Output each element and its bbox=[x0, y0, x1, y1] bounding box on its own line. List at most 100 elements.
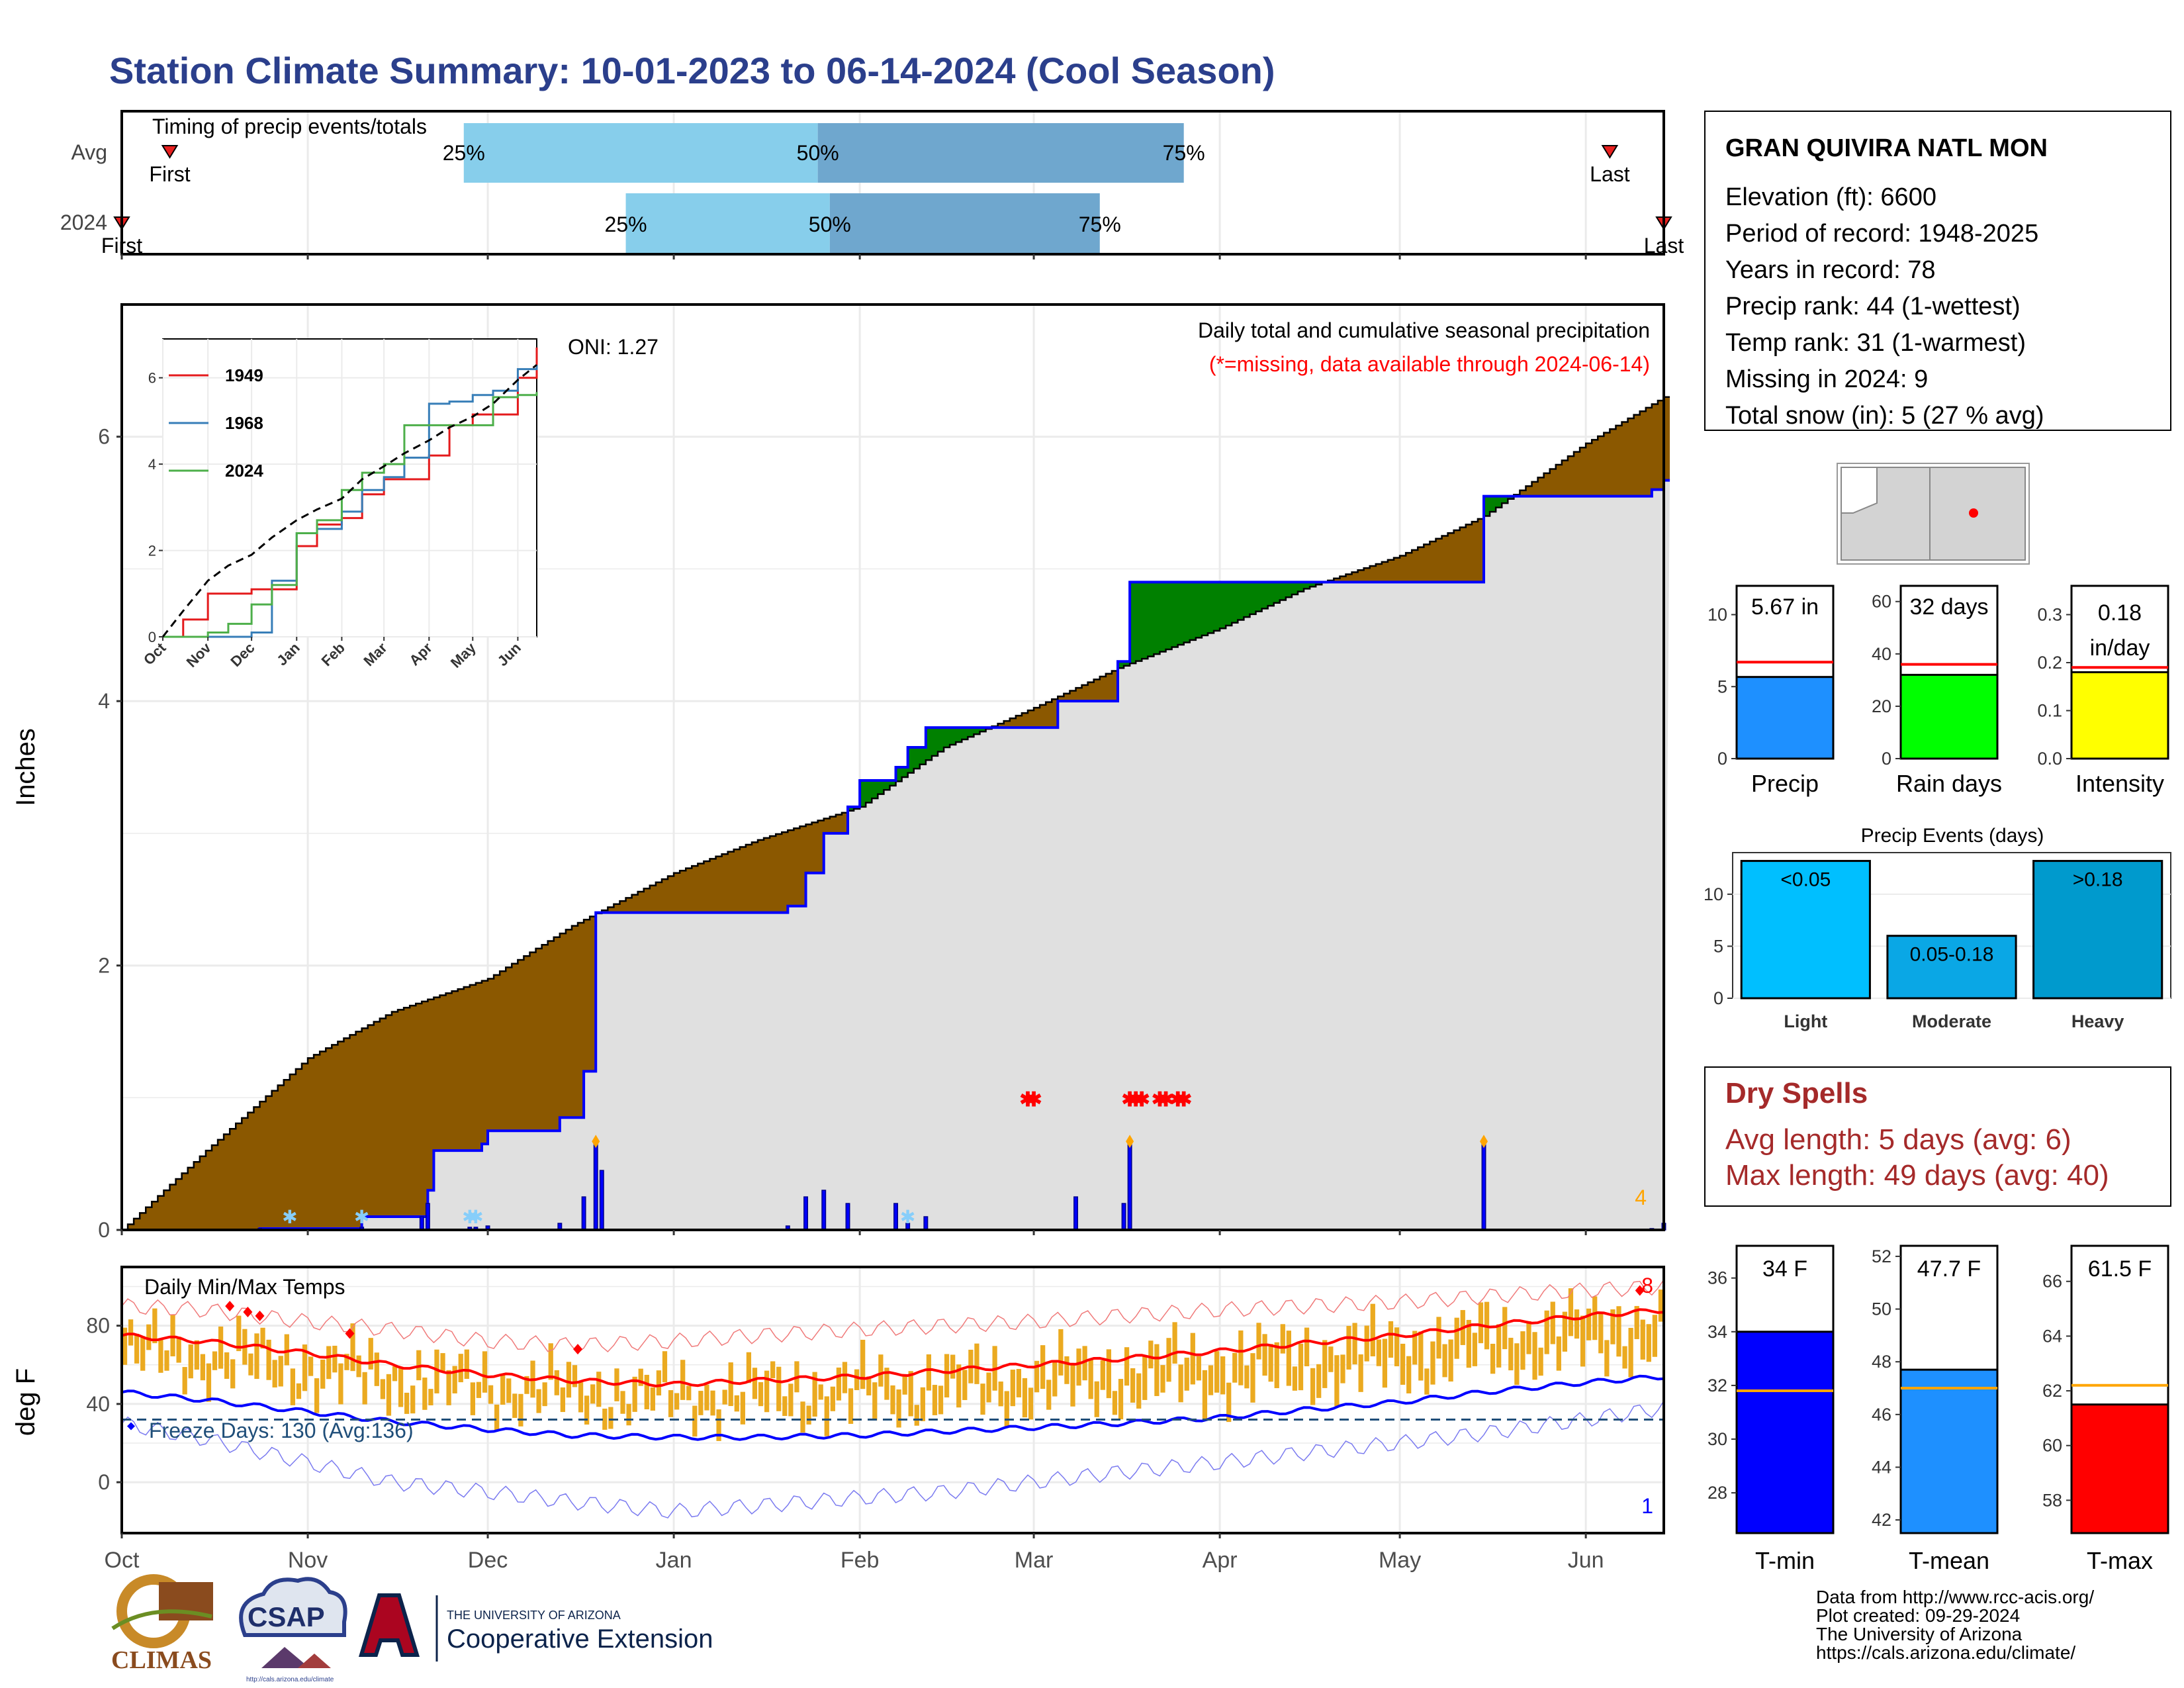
location-map bbox=[1837, 463, 2030, 565]
footer-line-3: The University of Arizona bbox=[1816, 1624, 2023, 1644]
snow-marker: ✱ bbox=[462, 1207, 477, 1227]
temp-summary-value-label: 47.7 F bbox=[1917, 1256, 1981, 1282]
daily-temp-bar bbox=[272, 1360, 277, 1387]
temp-summary-y-tick-label: 28 bbox=[1707, 1483, 1727, 1503]
temp-ylabel: deg F bbox=[11, 1368, 40, 1436]
daily-temp-bar bbox=[392, 1366, 398, 1382]
daily-precip-bar bbox=[821, 1190, 827, 1231]
summary-bar-y-tick-label: 60 bbox=[1872, 592, 1891, 612]
summary-bar-y-tick-label: 20 bbox=[1872, 696, 1891, 716]
temp-summary-y-tick-label: 36 bbox=[1707, 1268, 1727, 1288]
missing-data-marker: ✱ bbox=[1025, 1089, 1042, 1111]
temp-summary-group-t-mean: 42 44 46 48 50 52 47.7 F T-mean bbox=[1872, 1244, 1999, 1574]
daily-temp-bar bbox=[1472, 1333, 1478, 1366]
timing-p75-label: 75% bbox=[1163, 141, 1205, 165]
daily-temp-bar bbox=[1292, 1366, 1298, 1391]
ua-line-1: THE UNIVERSITY OF ARIZONA bbox=[447, 1609, 621, 1622]
timing-first-label: First bbox=[149, 162, 190, 186]
station-info-line: Total snow (in): 5 (27 % avg) bbox=[1725, 402, 2044, 430]
daily-temp-bar bbox=[1430, 1341, 1435, 1385]
avg-min-line bbox=[121, 1374, 1664, 1441]
timing-p25-label: 25% bbox=[605, 212, 647, 236]
daily-temp-bar bbox=[248, 1353, 253, 1376]
precip-y-tick-label: 6 bbox=[98, 425, 110, 449]
daily-temp-bar bbox=[1022, 1378, 1028, 1418]
events-y-tick-label: 10 bbox=[1704, 884, 1723, 904]
temp-count-low: 1 bbox=[1641, 1494, 1653, 1518]
climas-wordmark: CLIMAS bbox=[111, 1646, 212, 1674]
daily-temp-bar bbox=[548, 1343, 553, 1380]
inset-legend-label-1968: 1968 bbox=[225, 413, 263, 433]
daily-temp-bar bbox=[938, 1385, 944, 1415]
daily-temp-bar bbox=[380, 1379, 386, 1399]
timing-bar-upper-2024 bbox=[829, 193, 1100, 253]
daily-precip-bar bbox=[893, 1203, 899, 1231]
daily-temp-bar bbox=[890, 1385, 895, 1415]
missing-data-marker: ✱ bbox=[1128, 1089, 1144, 1111]
daily-temp-bar bbox=[134, 1333, 140, 1364]
summary-bar-y-tick-label: 0 bbox=[1882, 749, 1891, 769]
x-tick-label: Apr bbox=[1203, 1548, 1238, 1573]
record-min-line bbox=[121, 1400, 1664, 1519]
daily-temp-bar bbox=[1568, 1288, 1574, 1336]
daily-precip-bar bbox=[923, 1216, 929, 1231]
daily-temp-bar bbox=[422, 1378, 428, 1410]
temp-summary-value bbox=[2070, 1403, 2169, 1534]
daily-temp-bar bbox=[194, 1340, 199, 1370]
daily-temp-bar bbox=[584, 1395, 590, 1425]
daily-temp-bar bbox=[1142, 1356, 1148, 1400]
daily-temp-bar bbox=[290, 1368, 296, 1405]
daily-temp-bar bbox=[1052, 1362, 1058, 1397]
csap-url: http://cals.arizona.edu/climate bbox=[246, 1676, 334, 1683]
temp-summary-y-tick-label: 30 bbox=[1707, 1429, 1727, 1449]
daily-precip-max-marker bbox=[592, 1135, 600, 1149]
daily-temp-bar bbox=[1328, 1346, 1334, 1372]
daily-temp-bar bbox=[980, 1383, 985, 1415]
daily-temp-bar bbox=[842, 1362, 848, 1393]
station-location-marker bbox=[1969, 508, 1978, 518]
daily-temp-bar bbox=[962, 1370, 968, 1401]
timing-first-marker bbox=[161, 145, 179, 159]
daily-temp-bar bbox=[1550, 1301, 1555, 1344]
daily-temp-bar bbox=[1610, 1309, 1615, 1344]
daily-temp-bar bbox=[1184, 1357, 1189, 1391]
summary-bar-y-tick-label: 0.3 bbox=[2037, 605, 2062, 625]
daily-temp-bar bbox=[926, 1354, 932, 1391]
x-tick-label: Oct bbox=[105, 1548, 140, 1573]
summary-bar-value bbox=[1735, 676, 1835, 760]
daily-temp-bar bbox=[1280, 1324, 1285, 1354]
station-info-line: Period of record: 1948-2025 bbox=[1725, 220, 2038, 248]
precip-subheader: (*=missing, data available through 2024-… bbox=[1209, 352, 1650, 376]
inset-y-tick-label: 4 bbox=[148, 456, 156, 473]
daily-temp-bar bbox=[1382, 1338, 1388, 1388]
ua-line-2: Cooperative Extension bbox=[447, 1624, 713, 1654]
record-max-line bbox=[121, 1279, 1664, 1354]
daily-temp-bar bbox=[188, 1344, 193, 1379]
daily-temp-bar bbox=[1454, 1317, 1459, 1359]
page-title: Station Climate Summary: 10-01-2023 to 0… bbox=[109, 50, 1275, 91]
daily-temp-bar bbox=[278, 1356, 283, 1387]
daily-temp-bar bbox=[146, 1324, 152, 1350]
temp-summary-y-tick-label: 48 bbox=[1872, 1352, 1891, 1372]
dry-spells-avg: Avg length: 5 days (avg: 6) bbox=[1725, 1123, 2071, 1156]
daily-temp-bar bbox=[140, 1336, 146, 1371]
daily-precip-max-marker bbox=[1480, 1135, 1488, 1149]
daily-temp-bar bbox=[872, 1382, 878, 1421]
daily-temp-bar bbox=[1394, 1327, 1400, 1366]
daily-temp-bar bbox=[680, 1360, 686, 1400]
daily-temp-bar bbox=[752, 1368, 758, 1399]
daily-temp-bar bbox=[986, 1372, 991, 1403]
csap-logo: CSAP http://cals.arizona.edu/climate bbox=[239, 1577, 347, 1683]
daily-temp-bar bbox=[536, 1389, 541, 1413]
precip-y-tick-label: 2 bbox=[98, 954, 110, 978]
snow-marker: ✱ bbox=[900, 1207, 915, 1227]
timing-p50-label: 50% bbox=[809, 212, 851, 236]
daily-temp-bar bbox=[1034, 1360, 1040, 1393]
inset-legend-label-2024: 2024 bbox=[225, 461, 263, 481]
summary-bar-group-rain-days: 0 20 40 60 32 days Rain days bbox=[1872, 585, 2002, 797]
missing-data-marker: ✱ bbox=[1019, 1089, 1036, 1111]
daily-temp-bar bbox=[338, 1363, 343, 1405]
daily-temp-bar bbox=[1286, 1331, 1291, 1386]
summary-bar-y-tick-label: 5 bbox=[1717, 677, 1727, 696]
